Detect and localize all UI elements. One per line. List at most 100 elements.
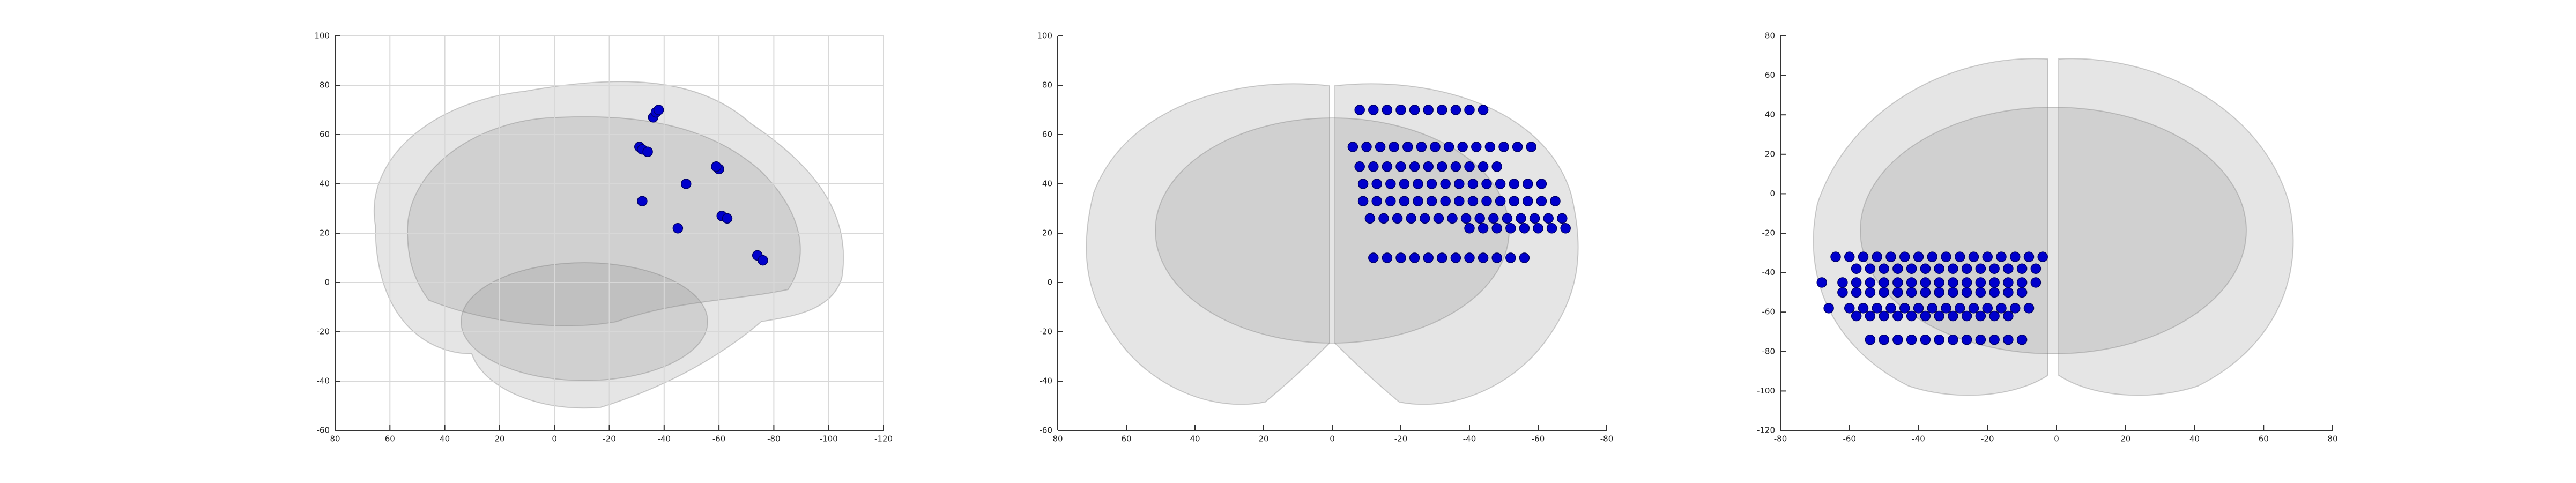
brain-inner xyxy=(406,116,801,326)
electrode xyxy=(1433,213,1444,224)
electrode xyxy=(1447,213,1458,224)
electrode xyxy=(1378,213,1389,224)
y-tick-label: 20 xyxy=(320,228,330,238)
electrode xyxy=(2003,277,2014,288)
electrode xyxy=(1440,179,1451,189)
electrode xyxy=(1982,303,1993,314)
electrode xyxy=(1426,179,1437,189)
y-tick-label: 20 xyxy=(1042,228,1052,238)
electrode xyxy=(1498,142,1509,152)
electrode xyxy=(1557,213,1568,224)
y-tick-label: 80 xyxy=(1765,31,1775,41)
electrode xyxy=(1443,142,1454,152)
y-tick-label: 20 xyxy=(1765,149,1775,159)
electrode xyxy=(2016,287,2028,298)
electrode xyxy=(1865,263,1876,274)
electrode xyxy=(1361,142,1372,152)
y-tick-label: 60 xyxy=(1042,130,1052,139)
electrode xyxy=(1375,142,1386,152)
electrode xyxy=(2003,334,2014,345)
electrode xyxy=(1536,179,1547,189)
electrode xyxy=(1536,196,1547,206)
electrode xyxy=(1837,277,1848,288)
electrode xyxy=(1899,303,1910,314)
electrode xyxy=(722,213,733,224)
y-tick-label: -120 xyxy=(1757,426,1775,435)
electrode xyxy=(1968,303,1979,314)
electrode xyxy=(1550,196,1561,206)
x-tick-label: 0 xyxy=(1330,434,1335,444)
electrode xyxy=(1927,303,1937,314)
electrode xyxy=(1560,223,1571,234)
x-tick-label: 80 xyxy=(2327,434,2337,444)
electrode xyxy=(1450,161,1461,172)
electrode xyxy=(1975,287,1986,298)
y-tick-label: 40 xyxy=(1042,179,1052,189)
electrode xyxy=(1961,334,1972,345)
electrode xyxy=(1837,287,1848,298)
y-tick-label: -40 xyxy=(317,376,330,386)
electrode xyxy=(1423,161,1434,172)
x-tick-label: -40 xyxy=(1463,434,1476,444)
electrode xyxy=(1879,263,1889,274)
y-tick-label: 0 xyxy=(324,278,330,287)
y-tick-label: 60 xyxy=(1765,70,1775,80)
electrode xyxy=(1879,287,1889,298)
brain-left-hemisphere xyxy=(1086,83,1330,405)
y-tick-label: -60 xyxy=(1762,307,1776,317)
electrode xyxy=(1478,223,1489,234)
electrode xyxy=(1395,161,1406,172)
y-tick-label: 0 xyxy=(1047,278,1052,287)
electrode xyxy=(1844,251,1855,262)
y-tick-label: -80 xyxy=(1762,346,1776,356)
electrode xyxy=(1858,251,1869,262)
electrode xyxy=(1437,105,1447,115)
x-tick-label: -120 xyxy=(874,434,893,444)
electrode xyxy=(1899,251,1910,262)
electrode xyxy=(1996,303,2007,314)
electrode xyxy=(1399,179,1410,189)
y-tick-label: -20 xyxy=(1040,327,1053,337)
electrode xyxy=(1975,334,1986,345)
electrode xyxy=(1830,251,1841,262)
electrode xyxy=(1437,161,1447,172)
brain-temporal xyxy=(461,262,708,381)
electrode xyxy=(1495,196,1506,206)
electrode xyxy=(1865,334,1876,345)
electrode xyxy=(1543,213,1554,224)
electrode xyxy=(1823,303,1834,314)
brain-core xyxy=(1860,107,2247,354)
electrode xyxy=(1989,277,2000,288)
electrode xyxy=(1844,303,1855,314)
electrode xyxy=(1474,213,1485,224)
electrode xyxy=(1920,277,1931,288)
electrode xyxy=(637,196,648,206)
electrode xyxy=(1457,142,1468,152)
x-tick-label: -60 xyxy=(712,434,726,444)
electrode xyxy=(1409,252,1420,263)
electrode xyxy=(1368,105,1379,115)
electrode xyxy=(1920,287,1931,298)
y-tick-label: 40 xyxy=(320,179,330,189)
y-tick-label: 80 xyxy=(320,80,330,90)
electrode xyxy=(1471,142,1482,152)
electrode xyxy=(2003,310,2014,322)
electrode xyxy=(1851,277,1862,288)
electrode xyxy=(758,255,768,266)
electrode xyxy=(711,161,722,172)
x-tick-label: -60 xyxy=(1532,434,1545,444)
electrode xyxy=(1920,334,1931,345)
electrode xyxy=(1865,277,1876,288)
electrode xyxy=(1989,287,2000,298)
electrode xyxy=(1392,213,1403,224)
electrode xyxy=(1484,142,1496,152)
brain-right-hemisphere xyxy=(2058,58,2294,396)
electrode xyxy=(1420,213,1430,224)
electrode xyxy=(680,179,692,189)
electrode xyxy=(1481,196,1492,206)
electrode xyxy=(1961,277,1972,288)
electrode xyxy=(1816,277,1827,288)
electrode xyxy=(1368,161,1379,172)
